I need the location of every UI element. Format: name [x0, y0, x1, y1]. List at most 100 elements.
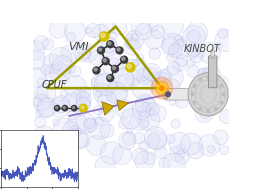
- Circle shape: [121, 57, 124, 60]
- Circle shape: [144, 30, 163, 49]
- Circle shape: [122, 132, 135, 145]
- Circle shape: [112, 20, 126, 35]
- Circle shape: [173, 36, 182, 44]
- Circle shape: [58, 99, 68, 109]
- Circle shape: [107, 76, 110, 79]
- Circle shape: [170, 119, 180, 129]
- Circle shape: [116, 47, 122, 54]
- Circle shape: [25, 50, 45, 70]
- FancyBboxPatch shape: [165, 88, 208, 100]
- Circle shape: [34, 87, 48, 101]
- Circle shape: [125, 70, 140, 85]
- Circle shape: [172, 58, 186, 71]
- Circle shape: [160, 66, 183, 89]
- Circle shape: [168, 146, 184, 161]
- Circle shape: [190, 93, 193, 95]
- Circle shape: [176, 144, 184, 152]
- Circle shape: [214, 30, 235, 52]
- Circle shape: [107, 42, 110, 45]
- Circle shape: [148, 48, 160, 59]
- Circle shape: [168, 132, 190, 154]
- Circle shape: [142, 64, 160, 81]
- Circle shape: [64, 143, 72, 151]
- Circle shape: [202, 70, 217, 85]
- FancyBboxPatch shape: [208, 56, 216, 88]
- Circle shape: [155, 75, 165, 85]
- Circle shape: [117, 48, 120, 51]
- Circle shape: [214, 108, 216, 110]
- Circle shape: [131, 77, 153, 99]
- Circle shape: [141, 120, 149, 128]
- Circle shape: [111, 65, 118, 72]
- Circle shape: [120, 109, 140, 129]
- Circle shape: [50, 97, 70, 117]
- Ellipse shape: [162, 89, 168, 100]
- Circle shape: [66, 129, 87, 149]
- Circle shape: [202, 68, 209, 75]
- Circle shape: [55, 143, 65, 152]
- Circle shape: [93, 67, 100, 74]
- Circle shape: [112, 67, 115, 70]
- Circle shape: [105, 82, 128, 104]
- Circle shape: [207, 84, 216, 93]
- Circle shape: [48, 144, 70, 166]
- Circle shape: [74, 132, 89, 148]
- Circle shape: [61, 45, 78, 62]
- Circle shape: [158, 158, 170, 169]
- Circle shape: [33, 94, 50, 111]
- Circle shape: [67, 111, 76, 120]
- Circle shape: [176, 37, 186, 46]
- Circle shape: [49, 21, 66, 38]
- Circle shape: [206, 110, 208, 112]
- Circle shape: [79, 44, 97, 62]
- Circle shape: [131, 33, 138, 40]
- Circle shape: [180, 133, 201, 155]
- Circle shape: [127, 59, 137, 69]
- Circle shape: [161, 37, 179, 55]
- Circle shape: [195, 50, 203, 58]
- Circle shape: [106, 75, 113, 82]
- Circle shape: [117, 74, 134, 91]
- Circle shape: [151, 77, 172, 99]
- Text: KINBOT: KINBOT: [183, 44, 219, 54]
- Circle shape: [47, 131, 68, 152]
- Circle shape: [44, 65, 61, 81]
- Circle shape: [136, 54, 143, 61]
- Circle shape: [76, 92, 91, 107]
- Text: CPUF: CPUF: [41, 80, 67, 90]
- Circle shape: [27, 68, 46, 88]
- Circle shape: [133, 132, 144, 144]
- Circle shape: [88, 117, 110, 139]
- Circle shape: [101, 103, 111, 114]
- Circle shape: [182, 26, 205, 49]
- Circle shape: [186, 59, 194, 67]
- Circle shape: [100, 124, 114, 138]
- Circle shape: [49, 47, 72, 70]
- Circle shape: [33, 126, 54, 147]
- Circle shape: [88, 51, 103, 65]
- Circle shape: [37, 97, 56, 116]
- Circle shape: [103, 59, 106, 62]
- Circle shape: [102, 58, 109, 65]
- Circle shape: [185, 22, 207, 43]
- Circle shape: [152, 72, 171, 91]
- Circle shape: [79, 104, 87, 112]
- Circle shape: [64, 76, 86, 98]
- Circle shape: [219, 110, 232, 124]
- Circle shape: [186, 42, 200, 57]
- Circle shape: [101, 33, 105, 37]
- Circle shape: [98, 48, 101, 51]
- Circle shape: [91, 78, 98, 85]
- Circle shape: [109, 32, 117, 40]
- Circle shape: [43, 54, 62, 73]
- Circle shape: [189, 84, 202, 96]
- Polygon shape: [117, 100, 128, 111]
- Circle shape: [123, 38, 140, 55]
- Circle shape: [64, 21, 85, 42]
- Circle shape: [166, 135, 174, 143]
- Circle shape: [159, 86, 164, 91]
- Circle shape: [161, 14, 183, 36]
- Circle shape: [86, 23, 100, 37]
- Circle shape: [75, 113, 96, 133]
- Circle shape: [130, 16, 150, 35]
